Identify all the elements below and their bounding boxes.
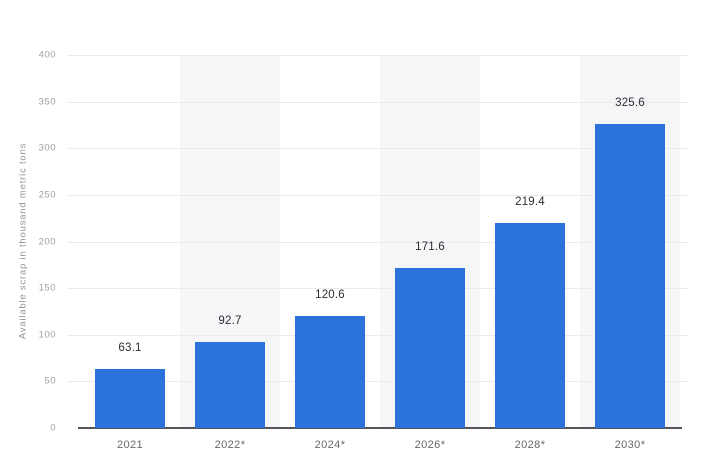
gridline: [68, 55, 688, 56]
gridline: [68, 101, 688, 103]
bar: [295, 315, 365, 428]
y-axis-tick-label: 250: [38, 189, 56, 201]
bar: [395, 267, 465, 428]
gridline: [68, 381, 688, 383]
x-axis-line: [78, 427, 682, 429]
bar-value-label: 92.7: [218, 314, 242, 327]
y-axis-tick-label: 350: [38, 96, 56, 108]
y-axis-tick-label: 200: [38, 236, 56, 247]
bar-value-label: 63.1: [118, 342, 142, 355]
x-axis-tick-label: 2026*: [414, 439, 446, 451]
y-axis-tick-label: 100: [38, 329, 56, 341]
y-axis-tick-label: 0: [50, 422, 56, 434]
x-axis-tick-label: 2022*: [214, 439, 246, 451]
x-axis-tick-label: 2028*: [514, 439, 546, 451]
bar: [495, 223, 565, 428]
y-axis-tick-label: 150: [38, 282, 56, 294]
y-axis-tick-label: 300: [38, 142, 56, 154]
x-axis-tick-label: 2021: [116, 439, 144, 451]
y-axis-tick-label: 50: [44, 375, 56, 387]
bar-value-label: 120.6: [315, 288, 345, 301]
x-axis-tick-label: 2024*: [314, 439, 346, 451]
bar-value-label: 219.4: [515, 196, 545, 209]
gridline: [68, 148, 688, 150]
gridline: [68, 194, 688, 196]
bar: [595, 124, 665, 428]
y-axis-tick-label: 400: [38, 49, 56, 61]
bar-value-label: 171.6: [415, 240, 445, 253]
bar: [195, 341, 265, 428]
gridline: [68, 241, 688, 243]
bar-value-label: 325.6: [615, 97, 645, 110]
gridline: [68, 288, 688, 290]
bar: [95, 369, 165, 428]
gridline: [68, 334, 688, 336]
x-axis-tick-label: 2030*: [614, 439, 646, 451]
